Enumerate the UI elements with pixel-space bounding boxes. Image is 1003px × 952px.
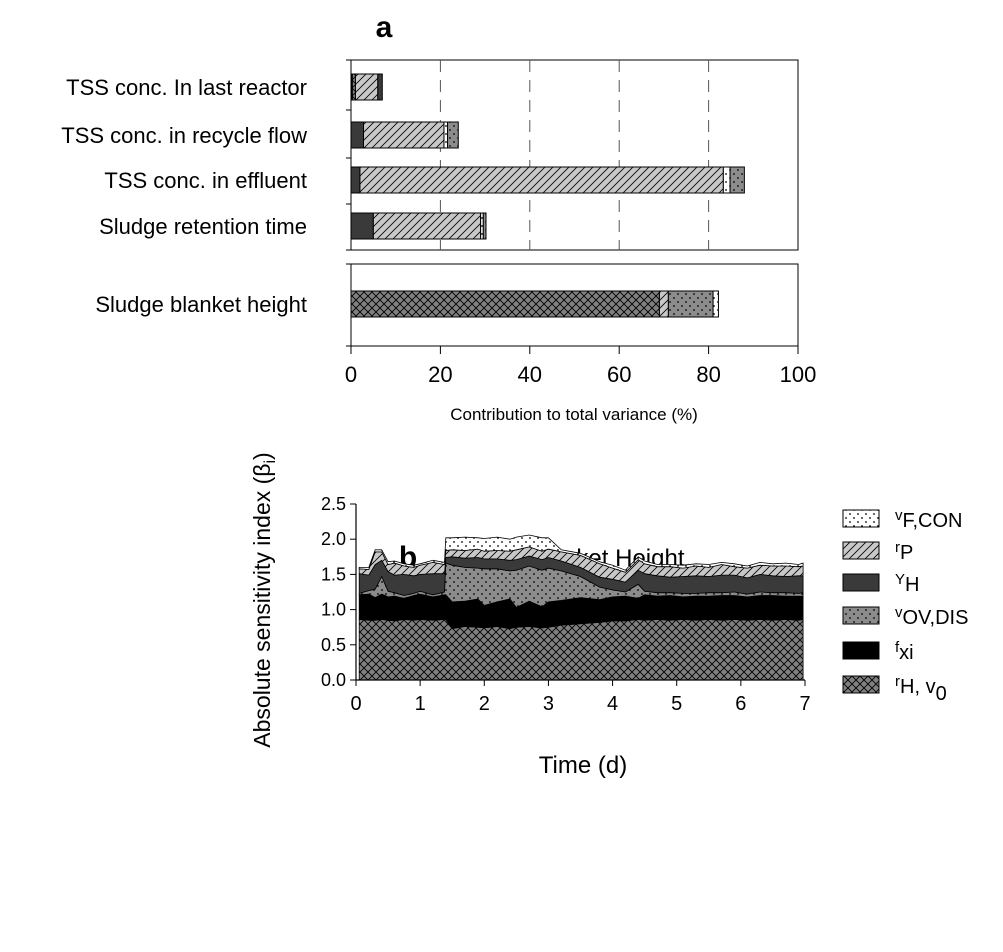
- panel-a-grid: [439, 60, 710, 250]
- legend-label: rP: [895, 539, 913, 564]
- x-tick-label: 40: [518, 362, 542, 387]
- x-tick-label: 80: [696, 362, 720, 387]
- y-tick-label: 0.0: [321, 670, 346, 690]
- legend-label: vOV,DIS: [895, 604, 968, 629]
- x-tick-label: 7: [799, 693, 810, 715]
- area-rH_v0: [358, 619, 804, 681]
- panel-a-x-axis-label: Contribution to total variance (%): [450, 405, 698, 424]
- bar-segment: [447, 121, 459, 149]
- y-tick-label: 2.0: [321, 529, 346, 549]
- legend-swatch: [842, 509, 880, 528]
- bar-segment: [350, 290, 660, 318]
- bar-segment: [667, 290, 714, 318]
- legend-swatch: [842, 641, 880, 660]
- panel-a-category-labels: TSS conc. In last reactor TSS conc. in re…: [61, 59, 351, 347]
- legend-swatch: [842, 573, 880, 592]
- bar-segment: [350, 166, 361, 194]
- x-tick-label: 100: [780, 362, 817, 387]
- category-label: TSS conc. In last reactor: [66, 75, 307, 100]
- category-label: TSS conc. in effluent: [104, 168, 307, 193]
- bar-segment: [658, 290, 669, 318]
- category-label: Sludge retention time: [99, 214, 307, 239]
- x-tick-label: 2: [479, 693, 490, 715]
- y-tick-label: 1.0: [321, 600, 346, 620]
- x-tick-label: 3: [543, 693, 554, 715]
- x-tick-label: 0: [350, 693, 361, 715]
- x-tick-label: 5: [671, 693, 682, 715]
- legend-swatch: [842, 675, 880, 694]
- panel-b-y-axis-label: Absolute sensitivity index (βi): [249, 452, 279, 747]
- panel-b-axes: 0.0 0.5 1.0 1.5 2.0 2.5 0 1 2 3 4 5 6 7: [321, 494, 811, 715]
- bar-segment: [377, 73, 383, 101]
- bar-segment: [712, 290, 719, 318]
- x-tick-label: 4: [607, 693, 618, 715]
- legend-label: vF,CON: [895, 507, 963, 532]
- panel-a-label: a: [376, 11, 393, 44]
- x-tick-label: 6: [735, 693, 746, 715]
- bar-segment: [363, 121, 445, 149]
- legend-label: YH: [895, 571, 919, 596]
- y-tick-label: 0.5: [321, 635, 346, 655]
- panel-a-bars: [350, 73, 745, 318]
- bar-segment: [354, 73, 379, 101]
- panel-a-x-ticks: 0 20 40 60 80 100: [345, 346, 816, 387]
- y-tick-label: 2.5: [321, 494, 346, 514]
- y-tick-label: 1.5: [321, 564, 346, 584]
- panel-b-x-axis-label: Time (d): [539, 752, 627, 779]
- area-vF_CON: [358, 534, 804, 573]
- legend-label: rH, v0: [895, 673, 947, 705]
- category-label: TSS conc. in recycle flow: [61, 123, 307, 148]
- legend-label: fxi: [895, 639, 914, 664]
- bar-segment: [722, 166, 731, 194]
- x-tick-label: 20: [428, 362, 452, 387]
- bar-segment: [350, 212, 374, 240]
- bar-segment: [359, 166, 724, 194]
- x-tick-label: 1: [415, 693, 426, 715]
- panel-b-legend: vF,CON rP YH vOV,DIS fxi rH, v0: [842, 507, 968, 705]
- panel-a-top-frame: [350, 59, 799, 251]
- legend-swatch: [842, 606, 880, 625]
- bar-segment: [729, 166, 745, 194]
- panel-a-bar-chart: a TSS conc. In last reactor TSS conc. in …: [61, 11, 816, 424]
- category-label: Sludge blanket height: [95, 292, 307, 317]
- panel-b-area-chart: b Sludge Blanket Height 0.00.51.01.52.02…: [249, 452, 968, 779]
- bar-segment: [443, 121, 449, 149]
- legend-swatch: [842, 541, 880, 560]
- x-tick-label: 0: [345, 362, 357, 387]
- bar-segment: [372, 212, 482, 240]
- x-tick-label: 60: [607, 362, 631, 387]
- bar-segment: [350, 121, 365, 149]
- panel-b-areas: [358, 534, 804, 681]
- bar-segment: [482, 212, 487, 240]
